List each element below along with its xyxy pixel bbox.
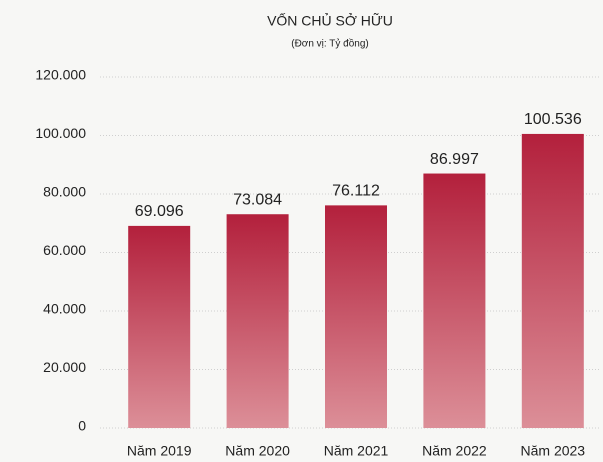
x-tick-label: Năm 2023 (521, 443, 586, 459)
y-tick-label: 0 (78, 418, 86, 434)
bar (521, 133, 584, 429)
value-label: 100.536 (524, 111, 582, 128)
x-tick-label: Năm 2020 (225, 443, 290, 459)
x-tick-label: Năm 2022 (422, 443, 487, 459)
x-tick-label: Năm 2021 (324, 443, 389, 459)
x-tick-label: Năm 2019 (127, 443, 192, 459)
y-tick-label: 120.000 (35, 67, 86, 83)
bar (128, 225, 191, 428)
value-label: 86.997 (430, 151, 479, 168)
y-tick-label: 100.000 (35, 125, 86, 141)
value-label: 76.112 (332, 183, 380, 200)
bar (226, 214, 289, 428)
chart-subtitle: (Đơn vị: Tỷ đồng) (291, 38, 369, 50)
value-label: 69.096 (135, 203, 184, 220)
y-tick-label: 80.000 (43, 184, 86, 200)
y-tick-label: 20.000 (43, 359, 86, 375)
y-tick-label: 60.000 (43, 242, 86, 258)
bar (325, 205, 387, 428)
chart-title: VỐN CHỦ SỞ HỮU (267, 12, 393, 29)
value-label: 73.084 (233, 191, 282, 208)
bar (423, 173, 486, 428)
y-tick-label: 40.000 (43, 301, 86, 317)
